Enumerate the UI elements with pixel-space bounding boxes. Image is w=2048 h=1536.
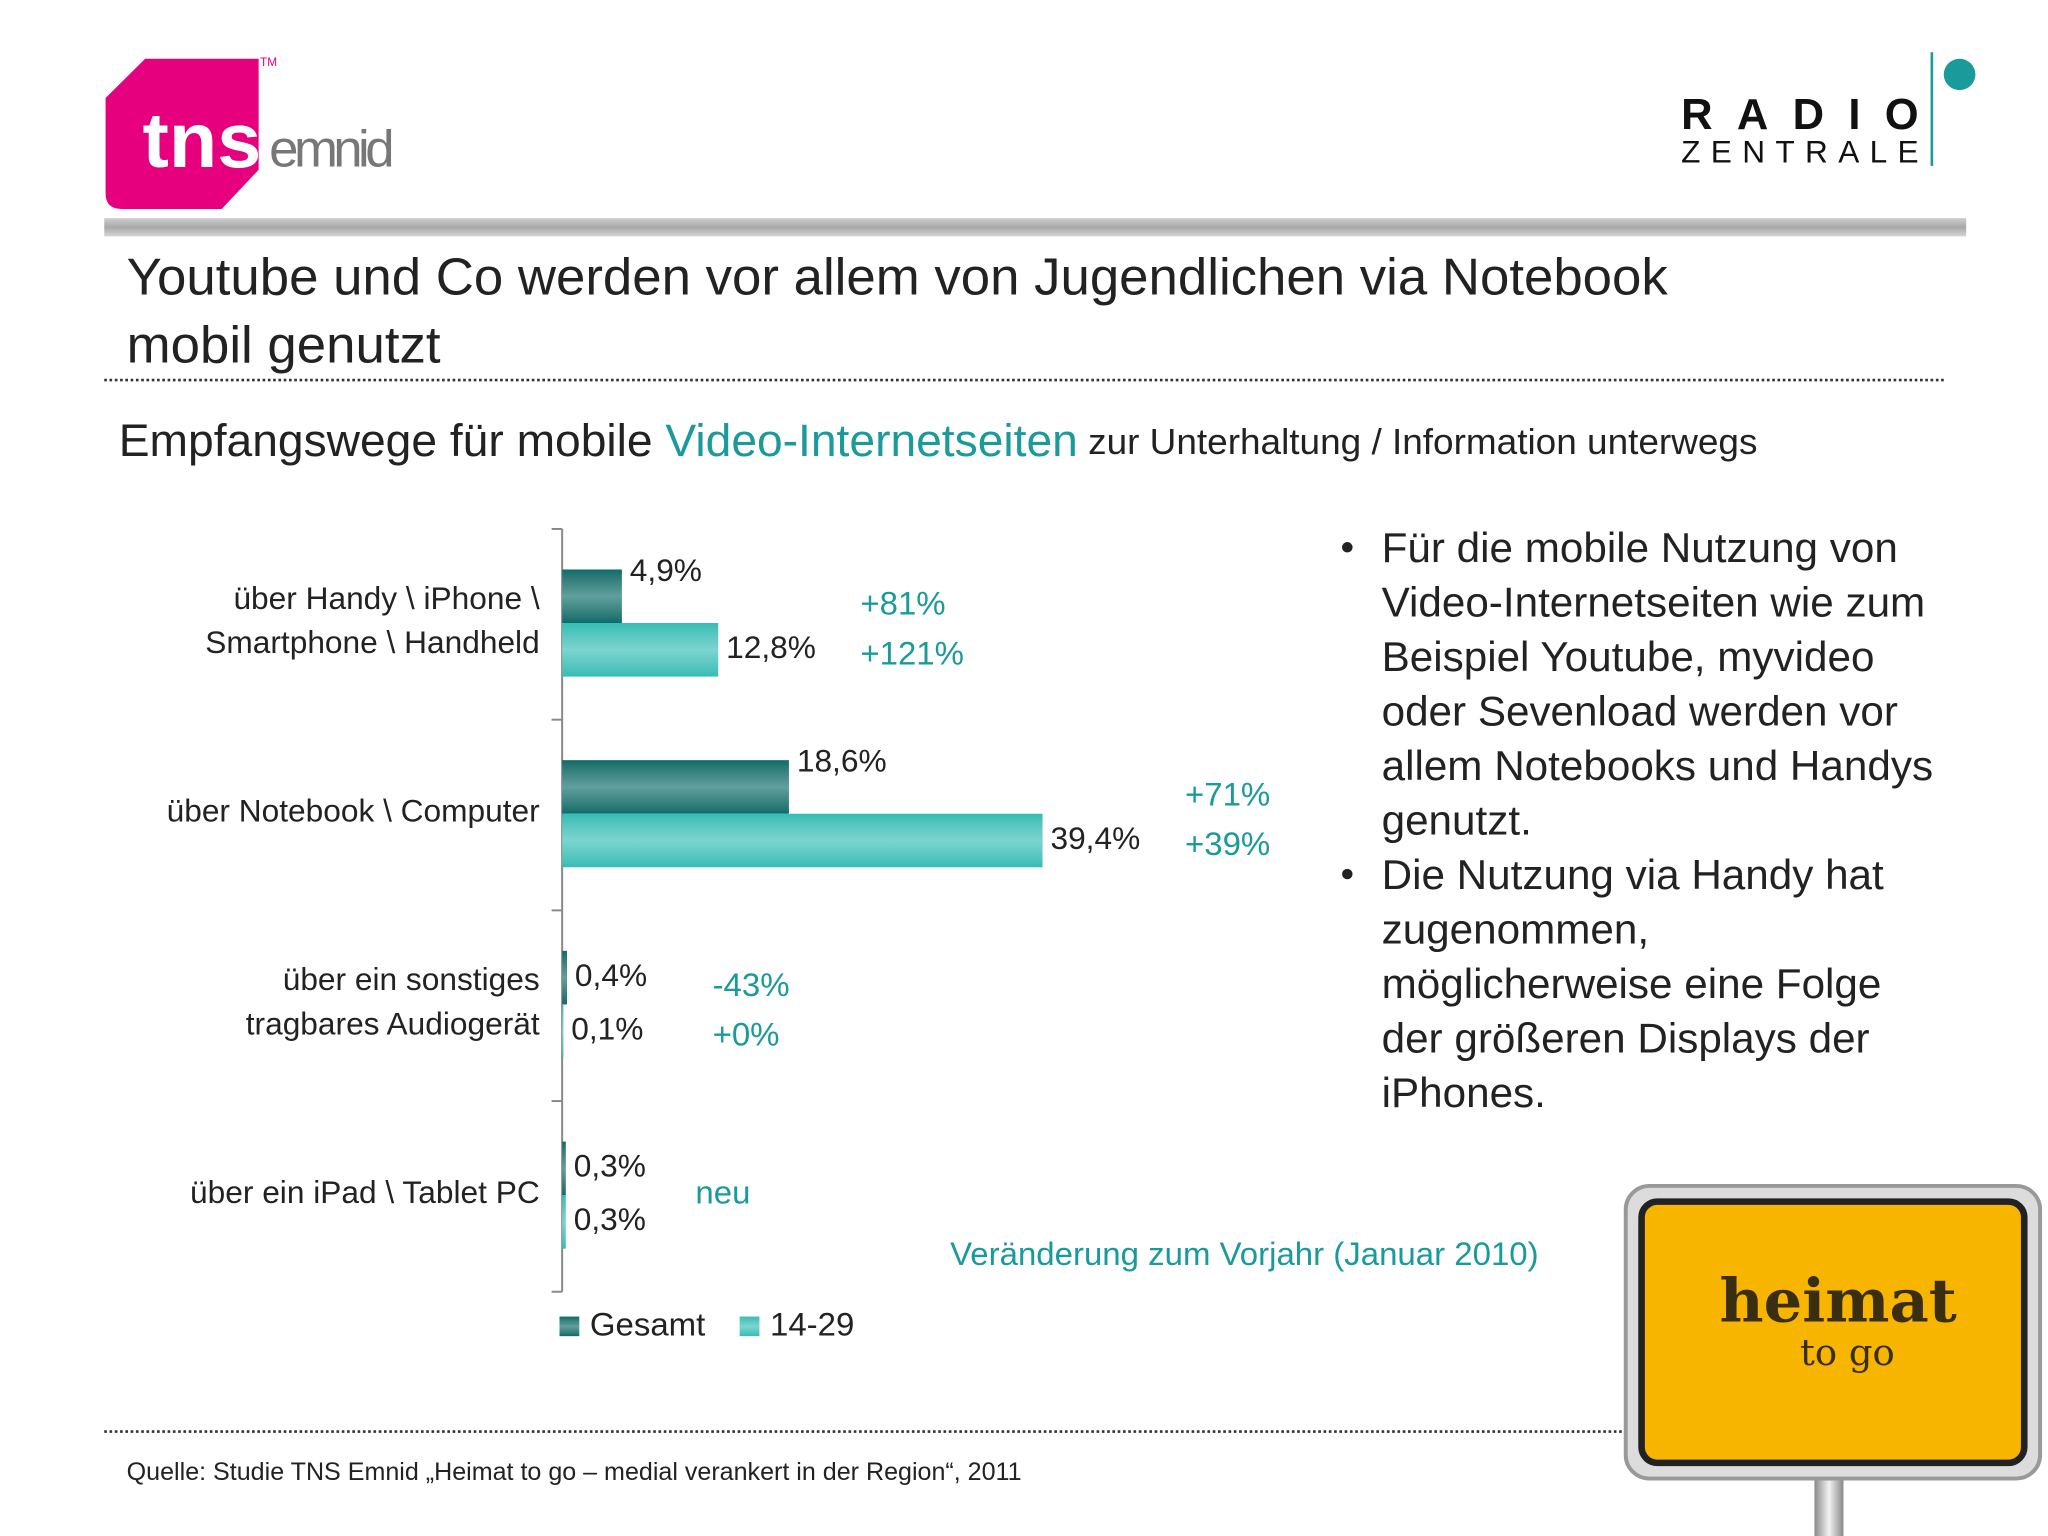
category-label: über ein sonstiges tragbares Audiogerät — [246, 962, 540, 1042]
value-label: 0,3% — [574, 1148, 646, 1184]
bar — [562, 623, 719, 677]
bar — [562, 1141, 566, 1196]
bullet-dot — [1342, 868, 1353, 880]
change-label: -43% — [713, 966, 790, 1003]
bullet-text: zugenommen, — [1382, 906, 1650, 953]
bullet-text: oder Sevenload werden vor — [1382, 688, 1898, 735]
bullet-text: Die Nutzung via Handy hat — [1382, 851, 1884, 898]
bar — [562, 813, 1043, 868]
tns-logo: tns — [143, 96, 262, 184]
category-line: über Notebook \ Computer — [167, 793, 540, 829]
category-line: Smartphone \ Handheld — [205, 625, 539, 661]
chart: über Handy \ iPhone \ Smartphone \ Handhe… — [167, 528, 1539, 1343]
radio-logo: RADIO — [1681, 91, 1919, 139]
category-label: über ein iPad \ Tablet PC — [190, 1175, 540, 1211]
header-bar — [104, 218, 1967, 237]
bar — [562, 1195, 566, 1249]
bullet-text: genutzt. — [1382, 797, 1532, 844]
legend-swatch — [739, 1316, 760, 1337]
bullet-text: Für die mobile Nutzung von — [1382, 524, 1898, 571]
bullet-text: allem Notebooks und Handys — [1382, 742, 1933, 789]
title-line: mobil genutzt — [127, 316, 441, 375]
bullet-text: der größeren Displays der — [1382, 1015, 1870, 1062]
tns-logo-shape — [105, 58, 259, 209]
value-label: 39,4% — [1050, 820, 1140, 856]
bullet-dot — [1342, 542, 1353, 553]
legend-label: Gesamt — [590, 1306, 705, 1343]
category-line: tragbares Audiogerät — [246, 1006, 540, 1042]
change-label: +121% — [860, 634, 964, 671]
sign-text: heimat — [1720, 1266, 1957, 1337]
value-label: 0,1% — [571, 1011, 643, 1047]
emnid-logo: emnid — [269, 120, 394, 179]
subtitle: Empfangswege für mobile Video-Internetse… — [119, 414, 1758, 466]
change-label: +81% — [860, 585, 945, 622]
value-label: 0,3% — [574, 1201, 646, 1237]
bullet-text: Beispiel Youtube, myvideo — [1382, 633, 1875, 680]
bar — [562, 950, 568, 1005]
value-label: 0,4% — [575, 957, 647, 993]
title-line: Youtube und Co werden vor allem von Juge… — [127, 248, 1669, 307]
bullet-text: iPhones. — [1382, 1069, 1546, 1116]
sign-face — [1638, 1198, 2028, 1467]
bullet-text: Video-Internetseiten wie zum — [1382, 579, 1926, 626]
legend-label: 14-29 — [770, 1306, 854, 1343]
legend-swatch — [559, 1316, 580, 1337]
tm: TM — [260, 55, 277, 69]
bullet-text: möglicherweise eine Folge — [1382, 960, 1882, 1007]
change-note: Veränderung zum Vorjahr (Januar 2010) — [950, 1235, 1539, 1272]
bar — [562, 1004, 564, 1058]
change-label: +39% — [1185, 825, 1270, 862]
sign-text: to go — [1800, 1331, 1895, 1374]
category-line: über ein sonstiges — [283, 962, 540, 998]
value-label: 4,9% — [630, 552, 702, 588]
change-label: neu — [695, 1174, 750, 1211]
value-label: 18,6% — [797, 743, 887, 779]
subtitle-highlight: Video-Internetseiten — [665, 414, 1077, 466]
category-line: über Handy \ iPhone \ — [233, 580, 540, 616]
logo-dot — [1943, 58, 1976, 91]
subtitle-part: Empfangswege für mobile — [119, 414, 666, 466]
change-label: +0% — [713, 1016, 780, 1053]
source: Quelle: Studie TNS Emnid „Heimat to go –… — [127, 1458, 1022, 1486]
zentrale-logo: ZENTRALE — [1681, 134, 1919, 170]
category-label: über Handy \ iPhone \ Smartphone \ Handhe… — [205, 580, 540, 660]
change-label: +71% — [1185, 776, 1270, 813]
category-label: über Notebook \ Computer — [167, 793, 540, 829]
value-label: 12,8% — [726, 629, 816, 665]
bar — [562, 760, 789, 814]
subtitle-part: zur Unterhaltung / Information unterwegs — [1078, 421, 1758, 462]
category-line: über ein iPad \ Tablet PC — [190, 1175, 540, 1211]
bar — [562, 569, 622, 624]
